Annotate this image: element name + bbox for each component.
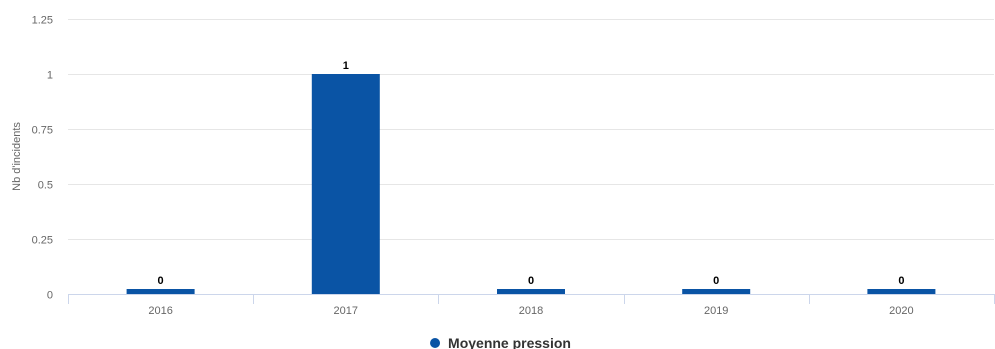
x-tick-label: 2017 <box>334 305 358 317</box>
data-label: 0 <box>898 275 904 287</box>
bar[interactable] <box>311 74 380 294</box>
y-axis-ticks: 0 0.25 0.5 0.75 1 1.25 <box>32 15 53 302</box>
bar[interactable] <box>497 289 565 294</box>
grid-lines <box>68 19 994 240</box>
bar[interactable] <box>126 289 195 294</box>
x-tick-label: 2016 <box>148 305 172 317</box>
data-label: 0 <box>158 275 164 287</box>
y-tick-label: 0.25 <box>32 235 53 247</box>
bar[interactable] <box>867 289 936 294</box>
data-label: 0 <box>528 275 534 287</box>
y-tick-label: 1 <box>47 70 53 82</box>
y-axis-title: Nb d'incidents <box>11 122 23 191</box>
legend-marker-icon <box>430 338 441 348</box>
y-tick-label: 0.75 <box>32 125 53 137</box>
y-tick-label: 0 <box>47 290 53 302</box>
bars <box>126 74 936 294</box>
data-labels: 0 1 0 0 0 <box>158 60 905 287</box>
x-tick-label: 2019 <box>704 305 728 317</box>
y-tick-label: 1.25 <box>32 15 53 27</box>
data-label: 0 <box>713 275 719 287</box>
bar[interactable] <box>682 289 751 294</box>
x-tick-label: 2020 <box>889 305 913 317</box>
legend[interactable]: Moyenne pression <box>430 335 571 349</box>
y-tick-label: 0.5 <box>38 180 53 192</box>
x-axis: 2016 2017 2018 2019 2020 <box>68 294 995 317</box>
data-label: 1 <box>343 60 349 72</box>
x-tick-label: 2018 <box>519 305 543 317</box>
legend-label: Moyenne pression <box>448 335 571 349</box>
